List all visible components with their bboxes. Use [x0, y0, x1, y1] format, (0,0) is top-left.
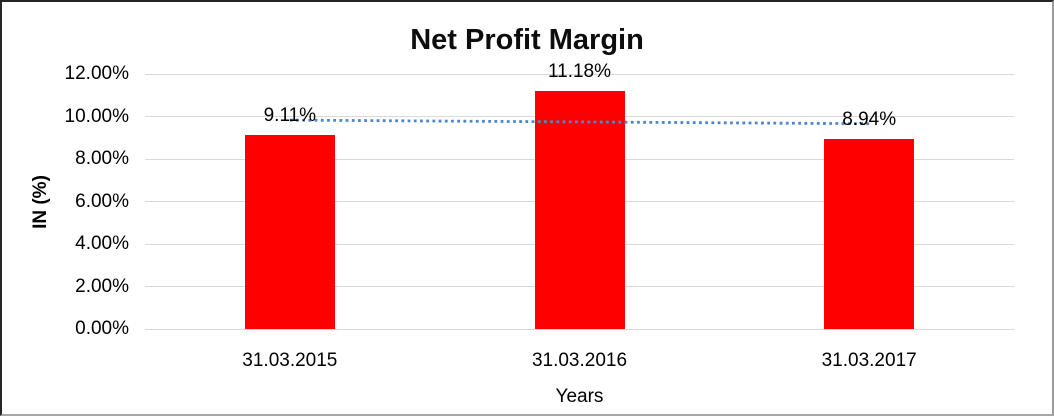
- bar-31.03.2016[interactable]: [534, 91, 625, 329]
- bar-31.03.2017[interactable]: [824, 139, 915, 329]
- gridline: [145, 328, 1014, 330]
- x-axis-tick-label: 31.03.2016: [531, 350, 628, 371]
- y-axis-tick-label: 6.00%: [75, 190, 129, 212]
- bar-data-label: 8.94%: [842, 109, 897, 131]
- y-axis-tick-label: 2.00%: [75, 275, 129, 297]
- bar-data-label: 11.18%: [547, 61, 612, 83]
- trendline[interactable]: [289, 118, 870, 126]
- y-axis-tick-label: 8.00%: [75, 148, 129, 169]
- chart-title: Net Profit Margin: [410, 24, 644, 56]
- bar-data-label: 9.11%: [263, 105, 317, 127]
- gridline: [145, 73, 1014, 75]
- x-axis-title: Years: [555, 386, 604, 407]
- y-axis-tick-label: 4.00%: [75, 233, 129, 254]
- y-axis-tick-label: 10.00%: [64, 105, 129, 127]
- bar-31.03.2015[interactable]: [244, 135, 335, 329]
- y-axis-tick-label: 0.00%: [75, 318, 129, 339]
- x-axis-tick-label: 31.03.2015: [242, 350, 338, 371]
- y-axis-tick-label: 12.00%: [64, 63, 129, 84]
- x-axis-tick-label: 31.03.2017: [821, 350, 917, 371]
